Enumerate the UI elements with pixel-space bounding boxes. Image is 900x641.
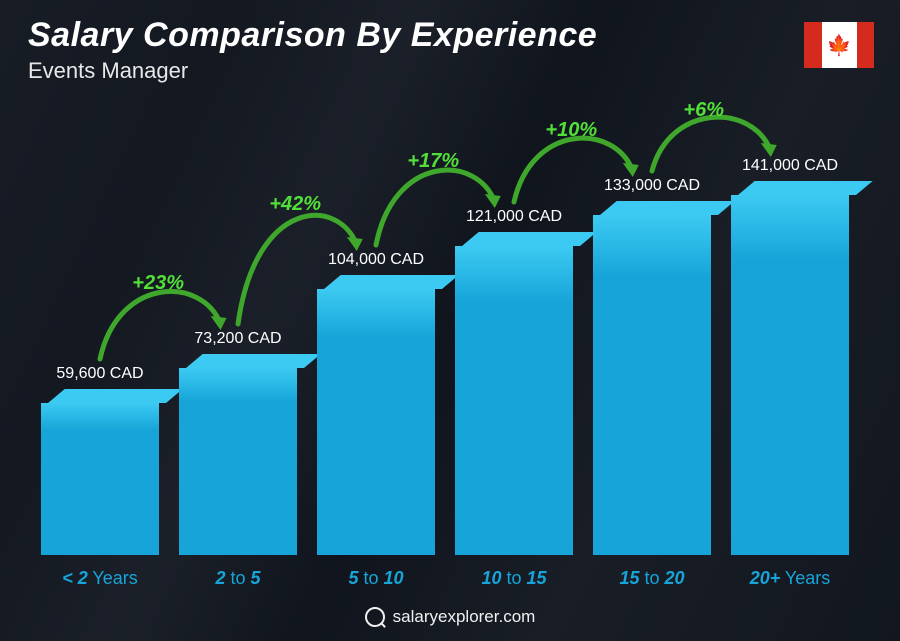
bar-column: 141,000 CAD20+ Years [726, 157, 854, 555]
delta-label: +6% [683, 99, 724, 122]
bar-value-label: 73,200 CAD [194, 330, 281, 348]
x-axis-label: < 2 Years [62, 568, 138, 589]
footer-text: salaryexplorer.com [393, 607, 536, 627]
canada-flag-icon: 🍁 [804, 22, 874, 68]
bar-value-label: 133,000 CAD [604, 177, 700, 195]
magnifier-icon [365, 607, 385, 627]
delta-label: +42% [269, 193, 321, 216]
bar-top-face [324, 275, 458, 289]
bar-front-face [41, 403, 159, 555]
bar-top-face [186, 354, 320, 368]
delta-label: +10% [545, 119, 597, 142]
bar-front-face [455, 246, 573, 555]
bar-value-label: 141,000 CAD [742, 157, 838, 175]
bar [317, 275, 435, 555]
bar-chart: 59,600 CAD< 2 Years73,200 CAD2 to 5104,0… [36, 120, 854, 555]
x-axis-label: 20+ Years [750, 568, 831, 589]
bar [593, 201, 711, 555]
bar-column: 59,600 CAD< 2 Years [36, 365, 164, 555]
bar [179, 354, 297, 555]
bar-top-face [462, 232, 596, 246]
bar-top-face [738, 181, 872, 195]
bar-column: 104,000 CAD5 to 10 [312, 251, 440, 555]
bar-front-face [731, 195, 849, 555]
bar-front-face [317, 289, 435, 555]
bar-front-face [593, 215, 711, 555]
bar-column: 121,000 CAD10 to 15 [450, 208, 578, 555]
bar-top-face [600, 201, 734, 215]
footer: salaryexplorer.com [0, 607, 900, 627]
bar-column: 73,200 CAD2 to 5 [174, 330, 302, 555]
bar [41, 389, 159, 555]
delta-label: +23% [132, 272, 184, 295]
delta-label: +17% [407, 150, 459, 173]
chart-subtitle: Events Manager [28, 58, 188, 84]
bar-column: 133,000 CAD15 to 20 [588, 177, 716, 555]
x-axis-label: 2 to 5 [215, 568, 260, 589]
bar-value-label: 121,000 CAD [466, 208, 562, 226]
x-axis-label: 5 to 10 [348, 568, 403, 589]
bar-top-face [48, 389, 182, 403]
x-axis-label: 10 to 15 [481, 568, 546, 589]
bar-value-label: 104,000 CAD [328, 251, 424, 269]
flag-maple-leaf-icon: 🍁 [822, 22, 857, 68]
flag-band-left [804, 22, 822, 68]
x-axis-label: 15 to 20 [619, 568, 684, 589]
bar-value-label: 59,600 CAD [56, 365, 143, 383]
bar [455, 232, 573, 555]
bar-front-face [179, 368, 297, 555]
flag-band-right [857, 22, 875, 68]
chart-stage: Salary Comparison By Experience Events M… [0, 0, 900, 641]
chart-title: Salary Comparison By Experience [28, 16, 597, 55]
bar [731, 181, 849, 555]
